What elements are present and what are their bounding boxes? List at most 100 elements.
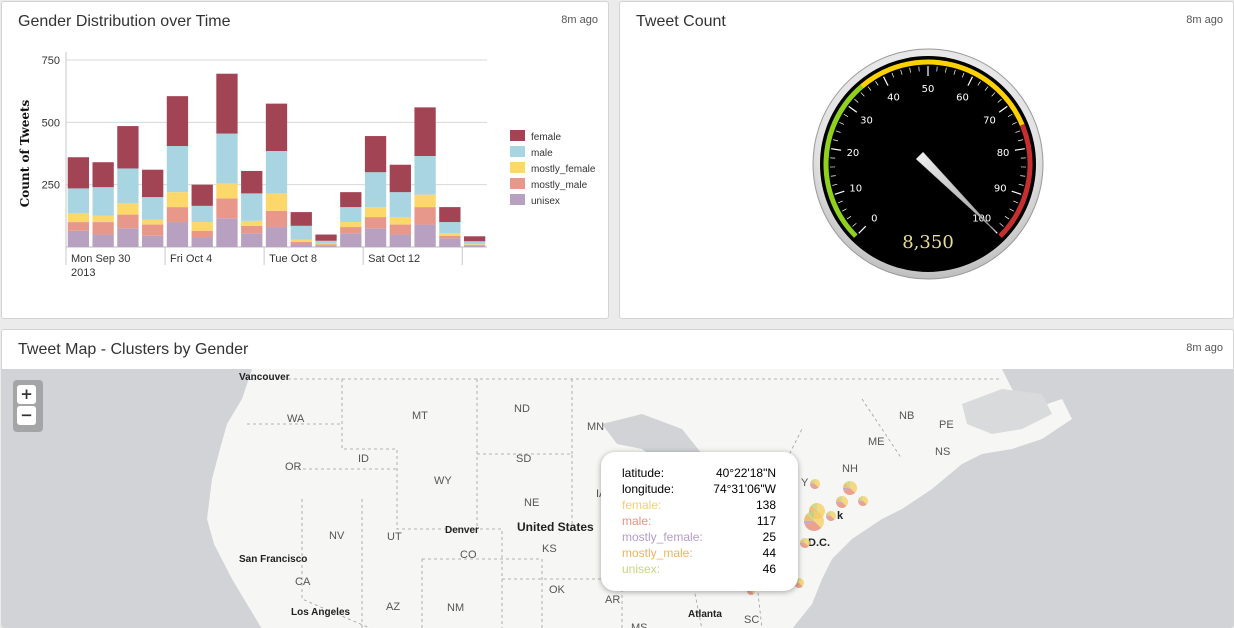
bar-segment-mostly_male[interactable] xyxy=(166,207,189,223)
legend-label-female[interactable]: female xyxy=(531,132,561,143)
bar-segment-unisex[interactable] xyxy=(216,218,238,247)
bar-segment-male[interactable] xyxy=(315,240,337,244)
bar-segment-male[interactable] xyxy=(241,193,263,221)
bar-segment-female[interactable] xyxy=(439,207,461,223)
bar-segment-mostly_male[interactable] xyxy=(191,230,213,238)
bar-segment-mostly_male[interactable] xyxy=(92,222,114,235)
bar-segment-mostly_female[interactable] xyxy=(67,213,90,223)
bar-segment-male[interactable] xyxy=(166,146,189,193)
bar-segment-mostly_female[interactable] xyxy=(364,207,387,218)
bar-segment-mostly_male[interactable] xyxy=(340,227,362,234)
bar-segment-female[interactable] xyxy=(290,212,312,226)
bar-segment-unisex[interactable] xyxy=(439,238,461,247)
cluster-marker[interactable] xyxy=(793,578,804,588)
bar-segment-unisex[interactable] xyxy=(117,228,139,247)
cluster-marker[interactable] xyxy=(826,511,836,521)
bar-segment-male[interactable] xyxy=(364,172,387,208)
bar-segment-male[interactable] xyxy=(414,155,436,195)
bar-segment-male[interactable] xyxy=(216,133,238,184)
bar-segment-mostly_female[interactable] xyxy=(92,215,114,223)
bar-segment-male[interactable] xyxy=(290,225,312,240)
bar-segment-unisex[interactable] xyxy=(389,234,411,247)
bar-segment-mostly_female[interactable] xyxy=(340,222,362,228)
bar-segment-mostly_male[interactable] xyxy=(315,244,337,246)
bar-segment-female[interactable] xyxy=(142,169,164,198)
bar-segment-mostly_male[interactable] xyxy=(414,207,436,225)
bar-segment-unisex[interactable] xyxy=(364,228,387,247)
bar-segment-mostly_female[interactable] xyxy=(414,194,436,208)
cluster-marker[interactable] xyxy=(810,479,820,490)
cluster-marker[interactable] xyxy=(836,496,849,509)
bar-segment-male[interactable] xyxy=(389,192,411,218)
bar-segment-mostly_female[interactable] xyxy=(216,183,238,199)
bar-segment-male[interactable] xyxy=(439,222,461,234)
bar-segment-mostly_male[interactable] xyxy=(241,225,263,234)
zoom-out-button[interactable]: − xyxy=(17,406,36,425)
cluster-marker[interactable] xyxy=(843,481,858,495)
bar-segment-unisex[interactable] xyxy=(315,245,337,247)
legend-label-male[interactable]: male xyxy=(531,148,553,159)
bar-segment-male[interactable] xyxy=(142,197,164,220)
bar-segment-male[interactable] xyxy=(265,151,288,194)
bar-segment-mostly_male[interactable] xyxy=(142,224,164,236)
cluster-marker[interactable] xyxy=(800,538,810,548)
bar-segment-male[interactable] xyxy=(340,207,362,223)
bar-segment-male[interactable] xyxy=(92,187,114,216)
bar-segment-unisex[interactable] xyxy=(265,227,288,247)
bar-segment-unisex[interactable] xyxy=(191,237,213,247)
bar-segment-mostly_female[interactable] xyxy=(463,244,486,246)
bar-segment-female[interactable] xyxy=(414,107,436,156)
bar-segment-female[interactable] xyxy=(364,136,387,173)
bar-segment-female[interactable] xyxy=(117,126,139,169)
bar-segment-unisex[interactable] xyxy=(414,224,436,247)
legend-label-unisex[interactable]: unisex xyxy=(531,196,560,207)
bar-segment-male[interactable] xyxy=(117,168,139,204)
bar-segment-mostly_female[interactable] xyxy=(241,220,263,226)
bar-segment-female[interactable] xyxy=(389,164,411,193)
bar-segment-mostly_male[interactable] xyxy=(439,235,461,239)
bar-segment-mostly_female[interactable] xyxy=(439,233,461,236)
bar-segment-female[interactable] xyxy=(463,236,486,242)
bar-segment-mostly_female[interactable] xyxy=(315,243,337,245)
bar-segment-female[interactable] xyxy=(216,73,238,134)
bar-segment-mostly_male[interactable] xyxy=(463,245,486,246)
bar-segment-unisex[interactable] xyxy=(92,234,114,247)
bar-segment-mostly_female[interactable] xyxy=(265,193,288,211)
bar-segment-unisex[interactable] xyxy=(166,222,189,247)
bar-segment-female[interactable] xyxy=(191,184,213,206)
bar-segment-mostly_female[interactable] xyxy=(117,203,139,215)
cluster-marker[interactable] xyxy=(804,511,824,531)
bar-segment-mostly_female[interactable] xyxy=(191,222,213,231)
bar-segment-unisex[interactable] xyxy=(290,244,312,247)
bar-segment-male[interactable] xyxy=(463,241,486,245)
cluster-marker[interactable] xyxy=(858,496,869,507)
bar-segment-mostly_male[interactable] xyxy=(67,222,90,231)
bar-segment-mostly_male[interactable] xyxy=(117,214,139,229)
bar-segment-unisex[interactable] xyxy=(142,235,164,247)
bar-segment-female[interactable] xyxy=(265,103,288,152)
map-canvas[interactable] xyxy=(2,369,1234,628)
bar-segment-unisex[interactable] xyxy=(241,233,263,247)
bar-segment-mostly_male[interactable] xyxy=(389,224,411,235)
zoom-in-button[interactable]: + xyxy=(17,385,36,404)
bar-segment-mostly_female[interactable] xyxy=(389,217,411,225)
bar-segment-female[interactable] xyxy=(340,192,362,208)
bar-segment-mostly_female[interactable] xyxy=(166,192,189,208)
bar-segment-mostly_female[interactable] xyxy=(290,239,312,243)
bar-segment-mostly_male[interactable] xyxy=(265,210,288,228)
legend-label-mostly_male[interactable]: mostly_male xyxy=(531,180,588,191)
bar-segment-unisex[interactable] xyxy=(67,230,90,247)
bar-segment-unisex[interactable] xyxy=(463,245,486,247)
bar-segment-female[interactable] xyxy=(92,162,114,188)
bar-segment-female[interactable] xyxy=(241,170,263,194)
bar-segment-unisex[interactable] xyxy=(340,233,362,247)
bar-segment-mostly_female[interactable] xyxy=(142,219,164,225)
bar-segment-mostly_male[interactable] xyxy=(364,217,387,229)
bar-segment-female[interactable] xyxy=(315,234,337,241)
bar-segment-female[interactable] xyxy=(67,157,90,189)
bar-segment-male[interactable] xyxy=(191,205,213,223)
bar-segment-female[interactable] xyxy=(166,96,189,147)
bar-segment-mostly_male[interactable] xyxy=(290,242,312,245)
bar-segment-male[interactable] xyxy=(67,188,90,214)
legend-label-mostly_female[interactable]: mostly_female xyxy=(531,164,596,175)
